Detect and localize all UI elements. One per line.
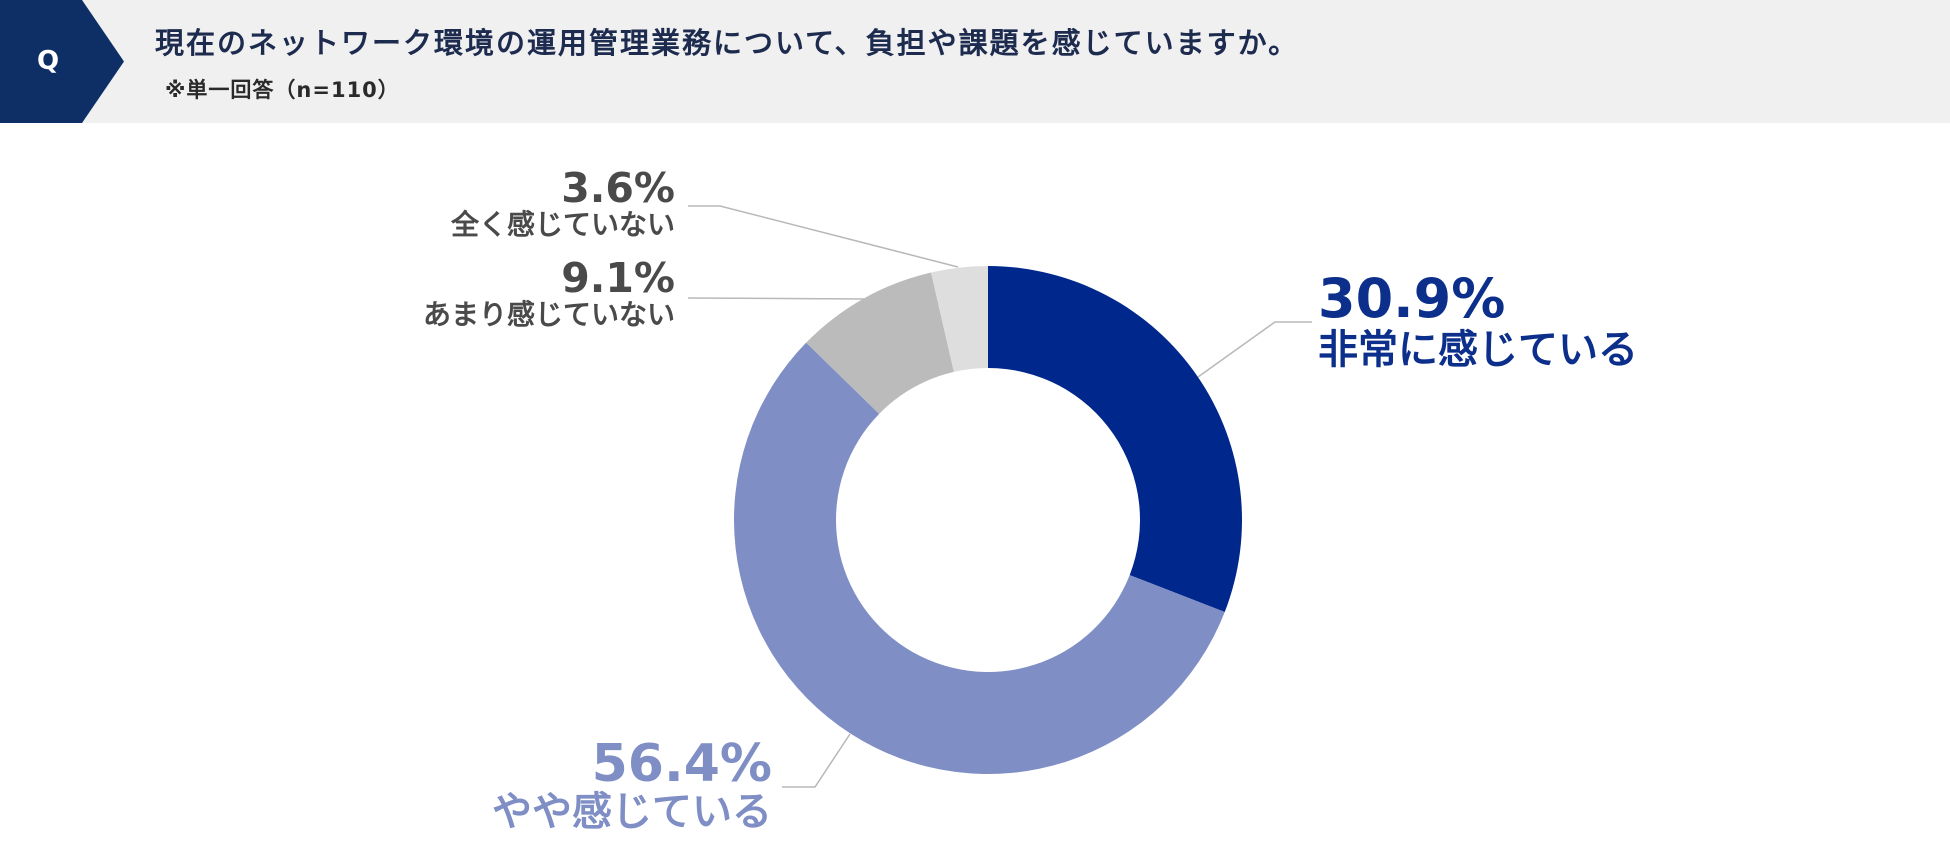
slice-label-very: 30.9% 非常に感じている bbox=[1318, 267, 1638, 373]
slice-label-somewhat: 56.4% やや感じている bbox=[492, 738, 772, 832]
slice-value-not-at-all: 3.6% bbox=[561, 164, 675, 212]
response-note: ※単一回答（n=110） bbox=[165, 78, 400, 102]
slice-value-not-much: 9.1% bbox=[561, 254, 675, 302]
question-header: Q 現在のネットワーク環境の運用管理業務について、負担や課題を感じていますか。 … bbox=[0, 0, 1950, 123]
slice-value-very: 30.9% bbox=[1318, 267, 1506, 330]
slice-label-not-at-all: 3.6% 全く感じていない bbox=[451, 168, 675, 239]
slice-name-very: 非常に感じている bbox=[1318, 327, 1638, 373]
question-badge-label: Q bbox=[36, 46, 60, 76]
slice-somewhat bbox=[734, 342, 1225, 775]
leader-line-very bbox=[1197, 321, 1312, 378]
slice-name-not-at-all: 全く感じていない bbox=[450, 208, 675, 241]
slice-name-not-much: あまり感じていない bbox=[422, 298, 675, 331]
slice-not-much bbox=[806, 272, 954, 414]
leader-line-not-much bbox=[687, 297, 865, 300]
question-badge bbox=[0, 0, 124, 123]
slice-value-somewhat: 56.4% bbox=[591, 734, 772, 794]
slice-name-somewhat: やや感じている bbox=[492, 789, 772, 835]
slice-very bbox=[988, 266, 1242, 613]
slice-not-at-all bbox=[931, 266, 988, 372]
leader-line-somewhat bbox=[782, 733, 851, 788]
question-badge-shape bbox=[0, 0, 124, 123]
question-text: 現在のネットワーク環境の運用管理業務について、負担や課題を感じていますか。 bbox=[155, 26, 1300, 60]
leader-line-not-at-all bbox=[688, 205, 959, 268]
slice-label-not-much: 9.1% あまり感じていない bbox=[423, 258, 675, 329]
